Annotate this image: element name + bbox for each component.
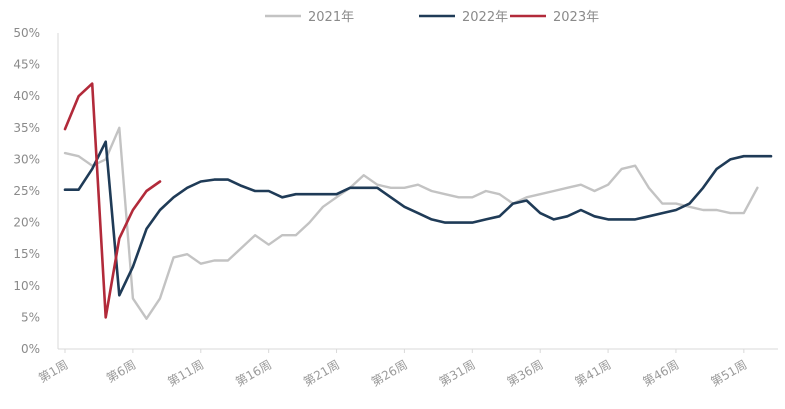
y-tick-label: 45%	[13, 58, 40, 72]
y-tick-label: 0%	[21, 342, 40, 356]
series-line-2	[63, 140, 773, 297]
y-axis: 0% 5% 10% 15% 20% 25% 30% 35% 40% 45% 50%	[13, 26, 59, 356]
y-tick-label: 20%	[13, 216, 40, 230]
y-tick-label: 35%	[13, 121, 40, 135]
chart-legend: 2021年 2022年 2023年	[265, 10, 599, 25]
x-axis: 第1周 第6周 第11周 第16周 第21周 第26周 第31周 第36周 第41周 第46周 第5…	[36, 348, 778, 389]
x-tick-label: 第6周	[104, 357, 138, 385]
legend-label: 2021年	[308, 10, 354, 25]
y-tick-label: 40%	[13, 89, 40, 103]
y-tick-label: 10%	[13, 279, 40, 293]
x-tick-label: 第46周	[640, 357, 681, 389]
x-tick-label: 第1周	[36, 357, 70, 385]
legend-label: 2023年	[553, 10, 599, 25]
x-tick-label: 第36周	[505, 357, 546, 389]
series-line-3	[63, 82, 162, 319]
x-tick-label: 第26周	[369, 357, 410, 389]
y-tick-label: 50%	[13, 26, 40, 40]
x-tick-label: 第16周	[233, 357, 274, 389]
y-tick-label: 30%	[13, 152, 40, 166]
x-tick-label: 第31周	[437, 357, 478, 389]
x-tick-label: 第11周	[165, 357, 206, 389]
x-tick-label: 第41周	[573, 357, 614, 389]
y-tick-label: 15%	[13, 247, 40, 261]
y-tick-label: 5%	[21, 310, 40, 324]
x-tick-label: 第51周	[708, 357, 749, 389]
series-layer	[63, 82, 773, 320]
series-line-1	[63, 126, 759, 320]
legend-label: 2022年	[462, 10, 508, 25]
y-tick-label: 25%	[13, 184, 40, 198]
x-tick-label: 第21周	[301, 357, 342, 389]
